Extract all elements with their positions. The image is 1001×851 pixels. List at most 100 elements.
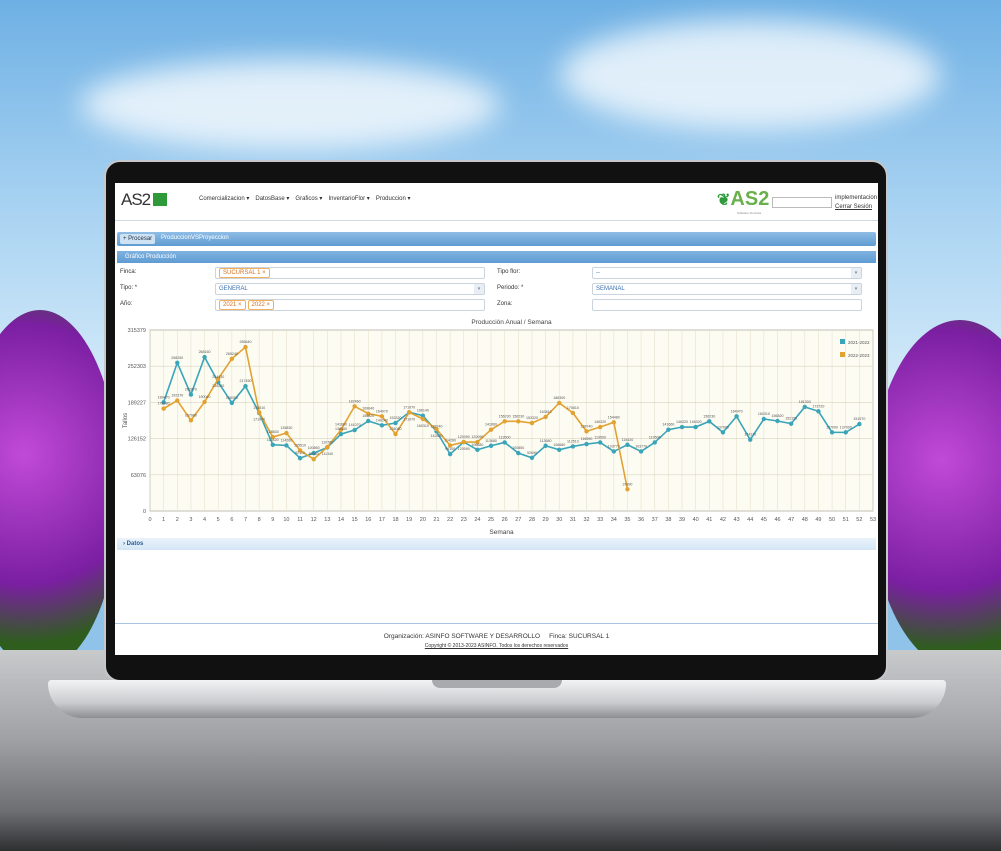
data-point [584, 441, 589, 447]
data-label: 152150 [785, 417, 797, 421]
brand-logo: ❦AS2 [717, 188, 769, 211]
data-label: 166140 [417, 409, 429, 413]
data-label: 160310 [758, 412, 770, 416]
chevron-down-icon[interactable]: ▾ [851, 268, 861, 278]
periodo-select[interactable]: SEMANAL ▾ [592, 283, 862, 295]
data-label: 120090 [458, 447, 470, 451]
x-tick-label: 18 [392, 517, 398, 523]
process-button[interactable]: + Procesar [120, 234, 156, 244]
legend-swatch [840, 352, 845, 357]
data-label: 171970 [403, 405, 415, 409]
logout-link[interactable]: Cerrar Sesión [835, 204, 873, 210]
data-label: 171970 [253, 417, 265, 421]
data-label: 114260 [281, 438, 293, 442]
data-point [447, 443, 453, 448]
data-label: 119500 [499, 435, 511, 439]
copyright-link[interactable]: Copyright © 2013-2023 ASINFO. Todos los … [424, 643, 569, 649]
x-tick-label: 26 [502, 517, 508, 523]
data-point [502, 440, 507, 445]
data-label: 182460 [349, 399, 361, 403]
chevron-down-icon[interactable]: ▾ [474, 284, 484, 294]
x-tick-label: 6 [230, 517, 233, 523]
data-point [597, 424, 603, 430]
data-point [584, 429, 589, 434]
x-tick-label: 35 [624, 517, 630, 523]
search-input[interactable] [772, 197, 832, 208]
data-label: 100850 [512, 446, 524, 450]
data-point [570, 444, 576, 449]
data-point [379, 423, 385, 428]
x-tick-label: 22 [447, 517, 453, 523]
data-point [502, 419, 507, 424]
x-tick-label: 13 [324, 517, 330, 523]
menu-comercializacion[interactable]: Comercializacion ▾ [199, 196, 250, 202]
data-label: 285640 [239, 340, 251, 344]
data-label: 188300 [226, 396, 238, 400]
data-label: 202870 [185, 388, 197, 392]
data-point [666, 427, 671, 432]
data-label: 156820 [362, 414, 374, 418]
data-label: 151570 [853, 417, 865, 421]
data-label: 120090 [471, 435, 483, 439]
data-point [734, 414, 739, 419]
y-tick-label: 63076 [131, 473, 146, 479]
finca-tag[interactable]: SUCURSAL 1 × [219, 268, 270, 278]
data-label: 114260 [444, 438, 456, 442]
finca-select[interactable]: SUCURSAL 1 × [215, 267, 485, 279]
anio-label: Año: [120, 301, 133, 307]
data-point [788, 421, 794, 426]
anio-tag[interactable]: 2022 × [247, 300, 275, 310]
zona-select[interactable] [592, 299, 862, 311]
data-label: 164970 [731, 409, 743, 413]
tipo-select[interactable]: GENERAL ▾ [215, 283, 485, 295]
data-point [488, 427, 494, 432]
x-tick-label: 11 [297, 517, 303, 523]
data-label: 135830 [280, 426, 292, 430]
data-point [297, 448, 303, 453]
x-tick-label: 49 [815, 517, 821, 523]
data-label: 137000 [840, 425, 852, 429]
menu-graficos[interactable]: Graficos ▾ [295, 196, 323, 202]
data-label: 113680 [485, 439, 497, 443]
tipo-value: GENERAL [219, 286, 248, 292]
data-point [516, 450, 521, 456]
data-point [338, 431, 344, 437]
menu-datosbase[interactable]: DatosBase ▾ [255, 196, 290, 202]
tipo-flor-select[interactable]: -- ▾ [592, 267, 862, 279]
user-name: implementacion [835, 195, 878, 201]
data-label: 170810 [567, 406, 579, 410]
data-point [843, 430, 848, 435]
legend-label: 2022-2023 [848, 353, 870, 358]
data-point [161, 406, 166, 411]
x-tick-label: 36 [638, 517, 644, 523]
data-label: 171970 [403, 417, 415, 421]
anio-select[interactable]: 2021 × 2022 × [215, 299, 485, 311]
data-label: 157980 [185, 413, 197, 417]
data-point [216, 376, 221, 382]
x-tick-label: 29 [543, 517, 549, 523]
x-tick-label: 28 [529, 517, 535, 523]
data-point [748, 437, 753, 442]
x-tick-label: 21 [433, 517, 439, 523]
data-point [447, 451, 453, 457]
legend-swatch [840, 339, 845, 344]
data-point [625, 487, 630, 492]
data-point [161, 400, 166, 405]
data-label: 141070 [349, 423, 361, 427]
data-label: 105510 [294, 443, 306, 447]
data-point [829, 430, 835, 435]
data-point [352, 404, 357, 409]
toolbar: + Procesar ProduccionVSProyeccion [117, 232, 876, 246]
data-point [202, 399, 207, 405]
chevron-down-icon[interactable]: ▾ [851, 284, 861, 294]
data-point [420, 413, 426, 418]
y-axis-label: Tallos [123, 413, 129, 428]
datos-section-toggle[interactable]: › Datos [117, 538, 876, 550]
x-tick-label: 25 [488, 517, 494, 523]
data-label: 190040 [199, 395, 211, 399]
menu-produccion[interactable]: Produccion ▾ [375, 196, 411, 202]
data-label: 141660 [662, 423, 674, 427]
menu-inventarioflor[interactable]: InventarioFlor ▾ [328, 196, 370, 202]
data-label: 178380 [158, 402, 170, 406]
anio-tag[interactable]: 2021 × [219, 300, 246, 310]
